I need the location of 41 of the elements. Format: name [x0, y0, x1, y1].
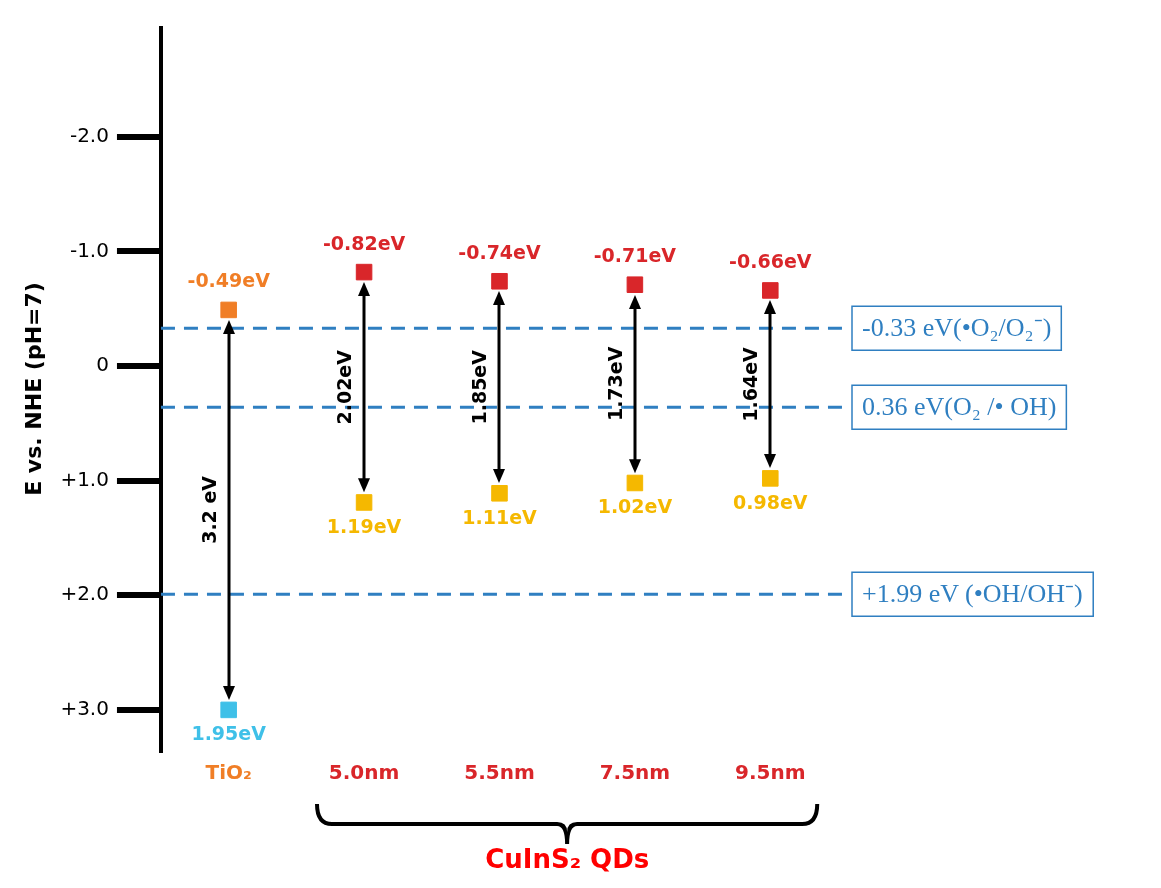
- data-label: -0.74eV: [458, 240, 541, 263]
- point: [491, 485, 508, 502]
- point: [220, 301, 237, 319]
- y-tick-label: +1.0: [60, 466, 109, 491]
- annotation: 1.73eV: [603, 346, 626, 422]
- y-tick-label: 0: [96, 352, 109, 377]
- x-tick-label: 5.5nm: [464, 760, 535, 785]
- y-tick-label: -1.0: [69, 237, 109, 262]
- data-label: 0.98eV: [733, 490, 808, 513]
- text: CuInS₂ QDs: [485, 843, 650, 874]
- data-label: 1.02eV: [597, 495, 673, 518]
- annotation: 1.64eV: [739, 346, 762, 422]
- x-tick-label: 5.0nm: [328, 760, 400, 785]
- data-label: -0.71eV: [593, 244, 677, 267]
- point: [762, 470, 779, 487]
- data-label: -0.49eV: [187, 269, 271, 292]
- point: [355, 494, 373, 511]
- annotation: 2.02eV: [333, 349, 356, 425]
- data-label: 1.19eV: [326, 514, 402, 537]
- ref-line-label: -0.33 eV(•O₂/O₂⁻): [862, 313, 1052, 343]
- point: [762, 282, 779, 299]
- point: [626, 276, 644, 293]
- point: [355, 263, 373, 281]
- annotation: 3.2 eV: [197, 475, 220, 544]
- data-label: -0.82eV: [322, 231, 406, 254]
- y-axis-title: E vs. NHE (pH=7): [20, 282, 46, 496]
- x-tick-label: 9.5nm: [735, 760, 806, 785]
- y-tick-label: +3.0: [60, 696, 109, 721]
- point: [491, 273, 508, 290]
- annotation: 1.95eV: [191, 722, 267, 745]
- x-tick-label: 7.5nm: [599, 760, 671, 785]
- data-label: 1.11eV: [462, 505, 537, 528]
- annotation: 1.85eV: [468, 349, 491, 425]
- y-tick-label: +2.0: [60, 581, 109, 606]
- data-label: -0.66eV: [729, 249, 812, 272]
- ref-line-label: +1.99 eV (•OH/OH⁻): [862, 578, 1083, 608]
- x-tick-label: TiO₂: [205, 760, 252, 785]
- point: [220, 701, 237, 719]
- ref-line-label: 0.36 eV(O₂ /• OH): [862, 392, 1057, 422]
- point: [626, 474, 644, 492]
- y-tick-label: -2.0: [69, 123, 109, 148]
